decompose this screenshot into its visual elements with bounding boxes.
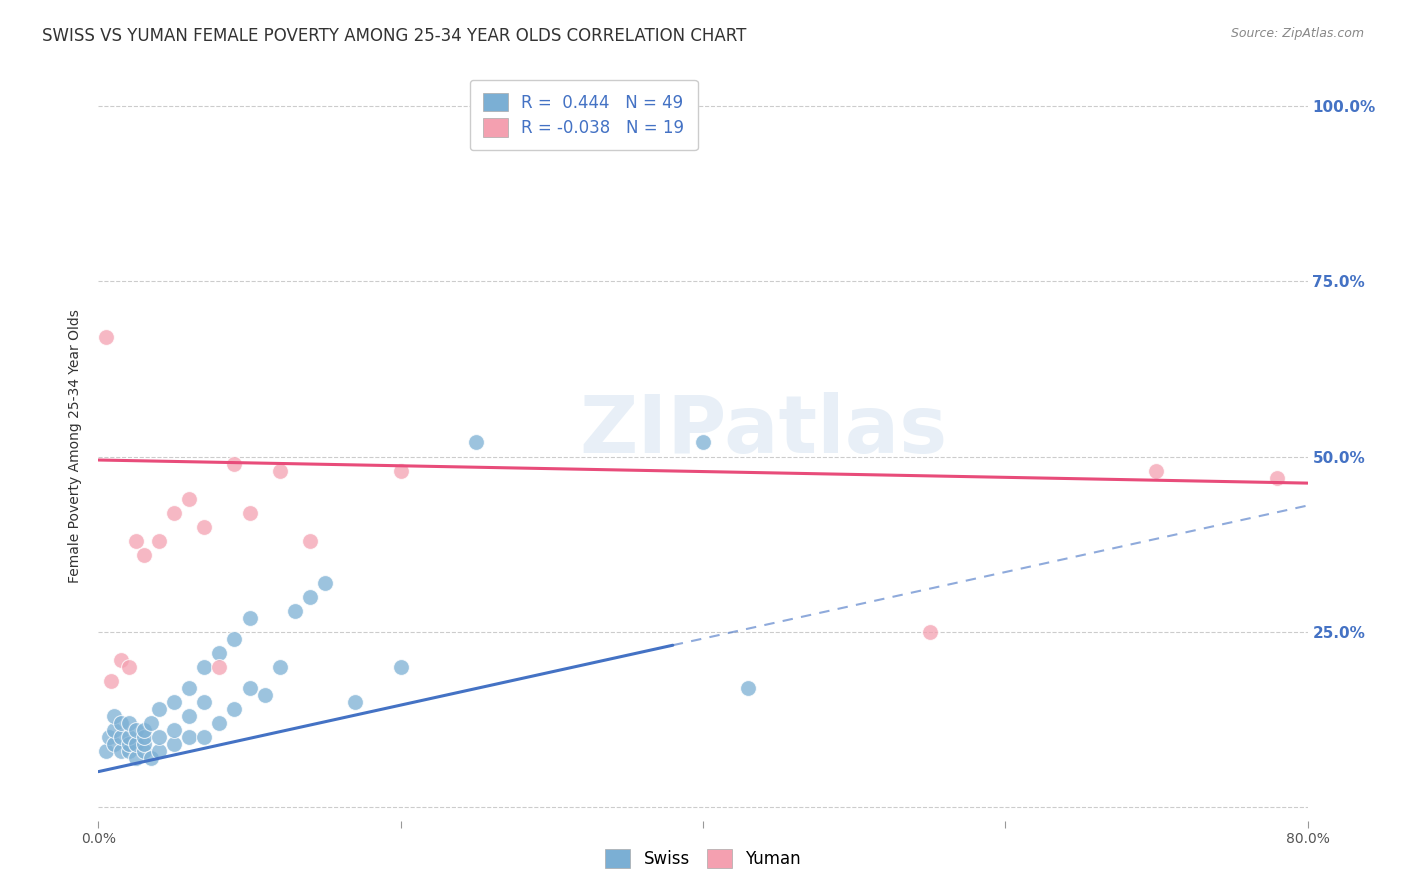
Swiss [284, 603, 307, 617]
Swiss [253, 688, 276, 702]
Swiss [344, 695, 367, 709]
Swiss [98, 730, 121, 744]
Yuman [94, 330, 117, 344]
Swiss [132, 723, 155, 737]
Swiss [118, 730, 141, 744]
Yuman [163, 506, 186, 520]
Swiss [118, 743, 141, 757]
Swiss [314, 575, 336, 590]
Swiss [94, 743, 117, 757]
Swiss [141, 715, 163, 730]
Yuman [269, 463, 291, 477]
Swiss [148, 701, 170, 715]
Swiss [389, 659, 412, 673]
Swiss [269, 659, 291, 673]
Swiss [110, 730, 132, 744]
Yuman [239, 506, 262, 520]
Yuman [389, 463, 412, 477]
Swiss [208, 715, 231, 730]
Swiss [132, 737, 155, 751]
Yuman [224, 457, 246, 471]
Swiss [193, 659, 215, 673]
Yuman [1267, 470, 1289, 484]
Swiss [692, 435, 714, 450]
Swiss [193, 695, 215, 709]
Swiss [125, 737, 148, 751]
Swiss [125, 723, 148, 737]
Swiss [110, 715, 132, 730]
Swiss [118, 737, 141, 751]
Swiss [465, 435, 488, 450]
Yuman [132, 548, 155, 562]
Swiss [224, 632, 246, 646]
Swiss [239, 610, 262, 624]
Swiss [179, 708, 201, 723]
Swiss [208, 646, 231, 660]
Swiss [103, 708, 125, 723]
Swiss [179, 730, 201, 744]
Text: Source: ZipAtlas.com: Source: ZipAtlas.com [1230, 27, 1364, 40]
Swiss [148, 730, 170, 744]
Yuman [100, 673, 122, 688]
Text: ZIPatlas: ZIPatlas [579, 392, 948, 470]
Swiss [132, 743, 155, 757]
Swiss [118, 715, 141, 730]
Yuman [179, 491, 201, 506]
Swiss [224, 701, 246, 715]
Swiss [148, 743, 170, 757]
Yuman [193, 519, 215, 533]
Swiss [103, 737, 125, 751]
Swiss [163, 695, 186, 709]
Yuman [208, 659, 231, 673]
Swiss [193, 730, 215, 744]
Legend: Swiss, Yuman: Swiss, Yuman [599, 843, 807, 875]
Text: SWISS VS YUMAN FEMALE POVERTY AMONG 25-34 YEAR OLDS CORRELATION CHART: SWISS VS YUMAN FEMALE POVERTY AMONG 25-3… [42, 27, 747, 45]
Swiss [163, 737, 186, 751]
Swiss [110, 743, 132, 757]
Yuman [125, 533, 148, 548]
Swiss [737, 681, 759, 695]
Yuman [918, 624, 941, 639]
Yuman [299, 533, 322, 548]
Swiss [125, 750, 148, 764]
Swiss [141, 750, 163, 764]
Swiss [179, 681, 201, 695]
Yuman [118, 659, 141, 673]
Legend: R =  0.444   N = 49, R = -0.038   N = 19: R = 0.444 N = 49, R = -0.038 N = 19 [470, 79, 697, 151]
Yuman [148, 533, 170, 548]
Swiss [299, 590, 322, 604]
Y-axis label: Female Poverty Among 25-34 Year Olds: Female Poverty Among 25-34 Year Olds [69, 309, 83, 583]
Swiss [163, 723, 186, 737]
Swiss [132, 730, 155, 744]
Swiss [239, 681, 262, 695]
Yuman [1144, 463, 1167, 477]
Yuman [110, 652, 132, 666]
Swiss [103, 723, 125, 737]
